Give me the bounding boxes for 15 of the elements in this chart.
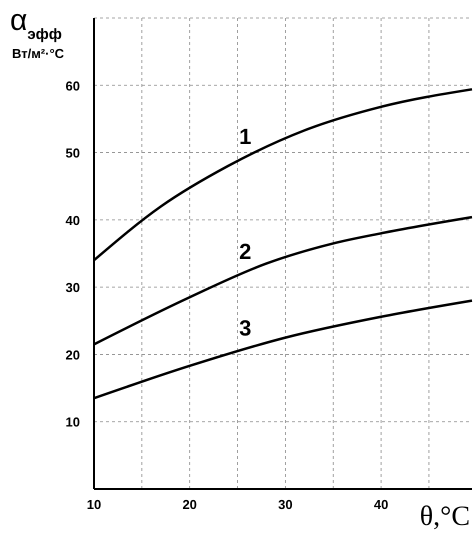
series-label: 2 <box>239 238 252 264</box>
x-tick-label: 20 <box>182 497 197 512</box>
series-label: 1 <box>239 124 252 150</box>
y-tick-label: 10 <box>66 414 80 430</box>
y-tick-label: 30 <box>66 280 80 296</box>
x-axis-title: θ,°C <box>420 501 470 532</box>
y-tick-label: 40 <box>66 212 80 228</box>
y-tick-label: 20 <box>66 347 80 362</box>
y-tick-label: 50 <box>66 146 80 161</box>
x-tick-label: 30 <box>278 497 293 512</box>
series-label: 3 <box>239 315 252 340</box>
y-axis-title: α$_{эфф}$ Вт/м²·°С <box>10 4 65 61</box>
x-tick-label: 10 <box>86 497 102 512</box>
x-tick-label: 40 <box>374 497 388 512</box>
y-tick-label: 60 <box>66 78 80 94</box>
